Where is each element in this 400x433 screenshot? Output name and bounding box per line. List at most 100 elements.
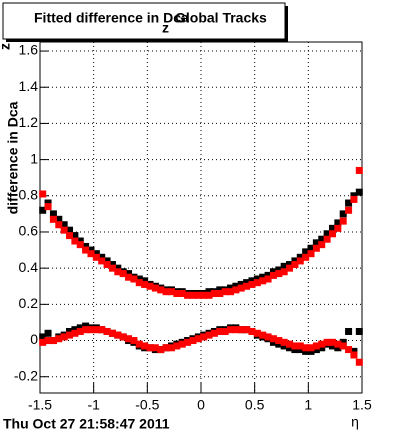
marker — [275, 340, 283, 348]
marker — [39, 338, 47, 346]
marker — [280, 262, 288, 270]
marker — [82, 242, 90, 250]
marker — [200, 333, 208, 341]
marker — [60, 226, 68, 234]
marker — [167, 288, 175, 296]
y-tick-label: 0.4 — [19, 259, 39, 275]
marker — [264, 275, 272, 283]
marker — [66, 331, 74, 339]
x-tick-label: 1 — [304, 397, 312, 413]
marker — [291, 257, 299, 265]
marker — [275, 270, 283, 278]
marker — [286, 264, 294, 272]
marker — [243, 282, 251, 290]
marker — [146, 282, 154, 290]
marker — [328, 342, 336, 350]
marker — [39, 190, 47, 198]
marker — [167, 344, 175, 352]
chart-title-suffix: Global Tracks — [175, 10, 267, 26]
marker — [312, 342, 320, 350]
marker — [194, 291, 202, 299]
marker — [157, 286, 165, 294]
y-tick-label: 1.4 — [19, 78, 39, 94]
marker — [269, 271, 277, 279]
marker — [184, 338, 192, 346]
marker — [60, 221, 68, 229]
marker — [178, 340, 186, 348]
marker — [312, 239, 320, 247]
marker — [248, 280, 256, 288]
marker — [49, 337, 57, 345]
marker — [264, 271, 272, 279]
marker — [253, 329, 261, 337]
marker — [60, 333, 68, 341]
marker — [71, 237, 79, 245]
marker — [189, 291, 197, 299]
x-tick-label: 0 — [197, 397, 205, 413]
marker — [232, 286, 240, 294]
marker — [307, 344, 315, 352]
marker — [135, 279, 143, 287]
marker — [103, 327, 111, 335]
title-box — [2, 2, 286, 40]
marker — [108, 329, 116, 337]
marker — [146, 344, 154, 352]
y-tick-label: 1.6 — [19, 42, 39, 58]
marker — [323, 338, 331, 346]
marker — [114, 264, 122, 272]
marker — [339, 342, 347, 350]
marker — [286, 344, 294, 352]
marker — [286, 261, 294, 269]
marker — [66, 327, 74, 335]
marker — [76, 241, 84, 249]
marker — [339, 338, 347, 346]
marker — [323, 230, 331, 238]
marker — [151, 284, 159, 292]
marker — [248, 327, 256, 335]
marker — [103, 257, 111, 265]
marker — [87, 250, 95, 258]
marker — [259, 331, 267, 339]
marker — [328, 230, 336, 238]
marker — [141, 280, 149, 288]
marker — [114, 331, 122, 339]
marker — [82, 326, 90, 334]
marker — [291, 261, 299, 269]
marker — [237, 280, 245, 288]
y-tick-label: 0 — [30, 331, 38, 347]
marker — [355, 358, 363, 366]
marker — [205, 331, 213, 339]
marker — [280, 338, 288, 346]
marker — [318, 235, 326, 243]
marker — [248, 277, 256, 285]
marker — [76, 324, 84, 332]
marker — [76, 237, 84, 245]
y-tick-label: -0.2 — [14, 367, 38, 383]
marker — [221, 327, 229, 335]
marker — [87, 326, 95, 334]
marker — [92, 250, 100, 258]
marker — [49, 210, 57, 218]
marker — [71, 326, 79, 334]
marker — [66, 232, 74, 240]
marker — [227, 284, 235, 292]
marker — [345, 327, 353, 335]
marker — [307, 347, 315, 355]
marker — [296, 342, 304, 350]
marker — [302, 253, 310, 261]
marker — [345, 346, 353, 354]
marker — [280, 268, 288, 276]
marker — [216, 289, 224, 297]
marker — [130, 337, 138, 345]
marker — [194, 335, 202, 343]
marker — [350, 192, 358, 200]
marker — [200, 291, 208, 299]
marker — [125, 270, 133, 278]
marker — [141, 342, 149, 350]
marker — [355, 166, 363, 174]
marker — [119, 333, 127, 341]
marker — [82, 246, 90, 254]
marker — [355, 327, 363, 335]
marker — [98, 257, 106, 265]
marker — [173, 289, 181, 297]
